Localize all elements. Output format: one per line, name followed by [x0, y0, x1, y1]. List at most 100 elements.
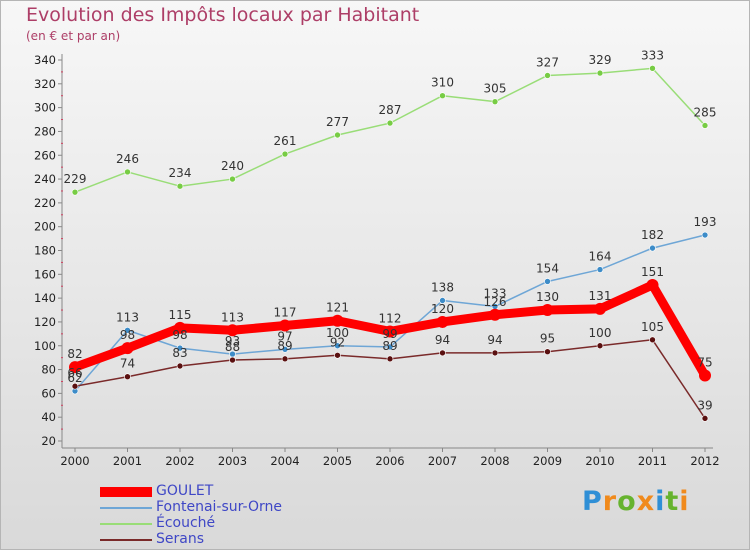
data-label-serans: 92 [330, 335, 345, 349]
x-tick-label: 2000 [60, 454, 89, 468]
y-tick-label: 100 [34, 339, 56, 353]
data-point-ecouche [334, 131, 341, 139]
y-tick-label: 160 [34, 267, 56, 281]
data-label-fontenai-sur-orne: 138 [431, 281, 454, 295]
data-label-goulet: 121 [326, 301, 349, 315]
data-label-ecouche: 277 [326, 115, 349, 129]
data-label-serans: 105 [641, 320, 664, 334]
data-label-fontenai-sur-orne: 133 [484, 286, 507, 300]
logo-letter: t [665, 486, 680, 517]
data-label-goulet: 120 [431, 302, 454, 316]
data-label-goulet: 126 [484, 295, 507, 309]
data-point-ecouche [229, 175, 236, 183]
data-label-fontenai-sur-orne: 62 [67, 371, 82, 385]
legend-label-serans: Serans [156, 531, 205, 547]
data-label-serans: 89 [277, 339, 292, 353]
data-point-ecouche [281, 150, 289, 158]
data-label-fontenai-sur-orne: 193 [694, 215, 717, 229]
x-tick-label: 2010 [585, 454, 614, 468]
x-tick-label: 2011 [638, 454, 667, 468]
data-point-serans [491, 349, 499, 357]
y-tick-label: 240 [34, 172, 56, 186]
data-label-ecouche: 246 [116, 152, 139, 166]
data-point-ecouche [439, 92, 446, 100]
x-tick-label: 2004 [270, 454, 299, 468]
proxiti-logo: Proxiti [582, 486, 690, 517]
data-point-ecouche [596, 69, 604, 77]
data-point-ecouche [124, 168, 131, 176]
data-point-goulet [279, 319, 291, 332]
data-point-serans [386, 355, 394, 363]
data-point-fontenai-sur-orne [701, 231, 709, 239]
data-point-fontenai-sur-orne [596, 266, 604, 273]
data-label-ecouche: 333 [641, 48, 664, 62]
data-point-ecouche [544, 72, 551, 79]
y-tick-label: 140 [34, 291, 56, 305]
data-point-ecouche [649, 65, 656, 72]
y-tick-label: 60 [41, 386, 56, 400]
data-label-serans: 66 [67, 366, 82, 380]
x-tick-label: 2002 [165, 454, 194, 468]
legend-swatch-goulet [100, 487, 152, 497]
data-label-fontenai-sur-orne: 100 [326, 326, 349, 340]
data-point-fontenai-sur-orne [124, 326, 131, 334]
data-label-goulet: 112 [379, 311, 402, 325]
y-tick-label: 80 [41, 363, 56, 377]
data-point-goulet [489, 308, 501, 321]
data-labels-layer: 229 246 234 240 261 277 287 310 305 327 329 333 285 6… [64, 48, 717, 412]
data-label-goulet: 75 [697, 356, 712, 370]
y-tick-label: 180 [34, 244, 56, 258]
data-label-ecouche: 329 [589, 53, 612, 67]
data-point-goulet [541, 304, 554, 317]
data-point-serans [544, 348, 551, 356]
y-tick-label: 220 [34, 196, 56, 210]
data-label-fontenai-sur-orne: 113 [116, 310, 139, 324]
data-label-ecouche: 305 [484, 82, 507, 96]
data-label-serans: 95 [540, 332, 555, 346]
data-label-fontenai-sur-orne: 99 [382, 327, 397, 341]
data-point-serans [229, 356, 236, 364]
legend-label-fontenai-sur-orne: Fontenai-sur-Orne [156, 499, 282, 515]
x-tick-label: 2012 [690, 454, 719, 468]
data-point-fontenai-sur-orne [176, 344, 184, 352]
data-point-fontenai-sur-orne [334, 342, 341, 350]
logo-letter: i [655, 486, 666, 517]
data-point-serans [596, 342, 604, 350]
data-label-goulet: 82 [67, 347, 82, 361]
data-label-fontenai-sur-orne: 154 [536, 261, 559, 275]
logo-letter: i [679, 486, 690, 517]
x-tick-label: 2005 [323, 454, 352, 468]
series-layer [69, 65, 711, 422]
data-point-goulet [436, 315, 449, 328]
data-point-ecouche [71, 188, 79, 196]
y-tick-label: 120 [34, 315, 56, 329]
data-label-goulet: 117 [274, 306, 297, 320]
legend-swatch-fontenai-sur-orne [100, 507, 152, 509]
data-point-serans [439, 349, 446, 357]
x-tick-label: 2006 [375, 454, 404, 468]
data-label-ecouche: 234 [169, 166, 192, 180]
data-label-fontenai-sur-orne: 97 [277, 329, 292, 343]
data-point-ecouche [386, 119, 394, 127]
data-label-serans: 94 [435, 333, 450, 347]
data-point-goulet [594, 302, 606, 315]
data-label-serans: 83 [172, 346, 187, 360]
data-label-serans: 89 [382, 339, 397, 353]
data-point-goulet [699, 369, 711, 382]
legend-label-ecouche: Écouché [156, 515, 216, 531]
data-point-fontenai-sur-orne [544, 278, 551, 285]
data-label-ecouche: 287 [379, 103, 402, 117]
logo-letter: r [602, 486, 618, 517]
x-tick-label: 2001 [113, 454, 142, 468]
y-tick-label: 20 [41, 434, 56, 448]
data-label-goulet: 151 [641, 265, 664, 279]
data-point-goulet [646, 279, 659, 292]
data-label-ecouche: 261 [274, 134, 297, 148]
data-point-fontenai-sur-orne [649, 244, 656, 252]
data-point-fontenai-sur-orne [439, 297, 446, 304]
data-label-serans: 100 [589, 326, 612, 340]
data-label-ecouche: 285 [694, 105, 717, 119]
data-point-serans [71, 382, 79, 390]
data-point-ecouche [176, 182, 184, 190]
